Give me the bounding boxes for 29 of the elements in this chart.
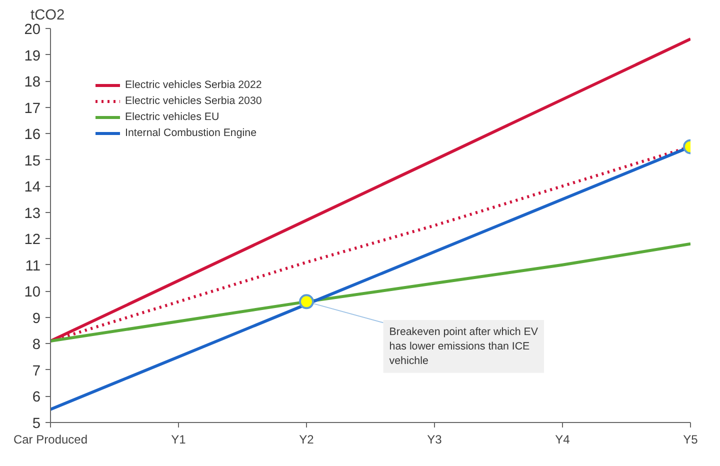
y-tick-label: 20 [24, 22, 41, 38]
x-tick-label: Y4 [555, 432, 570, 446]
y-tick-label: 13 [24, 206, 41, 222]
y-tick-label: 18 [24, 74, 41, 91]
legend-label: Electric vehicles EU [125, 110, 220, 124]
legend-label: Internal Combustion Engine [125, 126, 257, 140]
line-series [50, 242, 690, 343]
y-tick-label: 14 [24, 180, 41, 196]
legend-label: Electric vehicles Serbia 2030 [125, 94, 262, 108]
y-tick-label: 8 [32, 337, 41, 354]
x-tick-label: Y5 [683, 432, 698, 446]
x-tick-label: Car Produced [13, 432, 88, 446]
annotation: Breakeven point after which EV has lower emissions than ICE vehichle [389, 326, 539, 367]
y-axis-title: tCO2 [30, 8, 65, 24]
y-tick-label: 7 [32, 363, 41, 380]
x-tick-label: Y1 [171, 432, 186, 446]
y-tick-label: 16 [24, 127, 41, 144]
y-tick-label: 5 [32, 416, 41, 432]
y-tick-label: 10 [24, 284, 41, 301]
y-tick-label: 19 [24, 48, 41, 64]
y-tick-label: 6 [32, 390, 41, 406]
y-tick-label: 15 [24, 153, 41, 170]
y-tick-label: 12 [24, 232, 41, 248]
y-tick-label: 11 [25, 258, 41, 274]
y-tick-label: 9 [32, 310, 41, 327]
x-tick-label: Y2 [299, 432, 314, 446]
y-tick-label: 17 [24, 100, 41, 117]
x-tick-label: Y3 [427, 432, 442, 446]
legend-label: Electric vehicles Serbia 2022 [125, 78, 262, 92]
